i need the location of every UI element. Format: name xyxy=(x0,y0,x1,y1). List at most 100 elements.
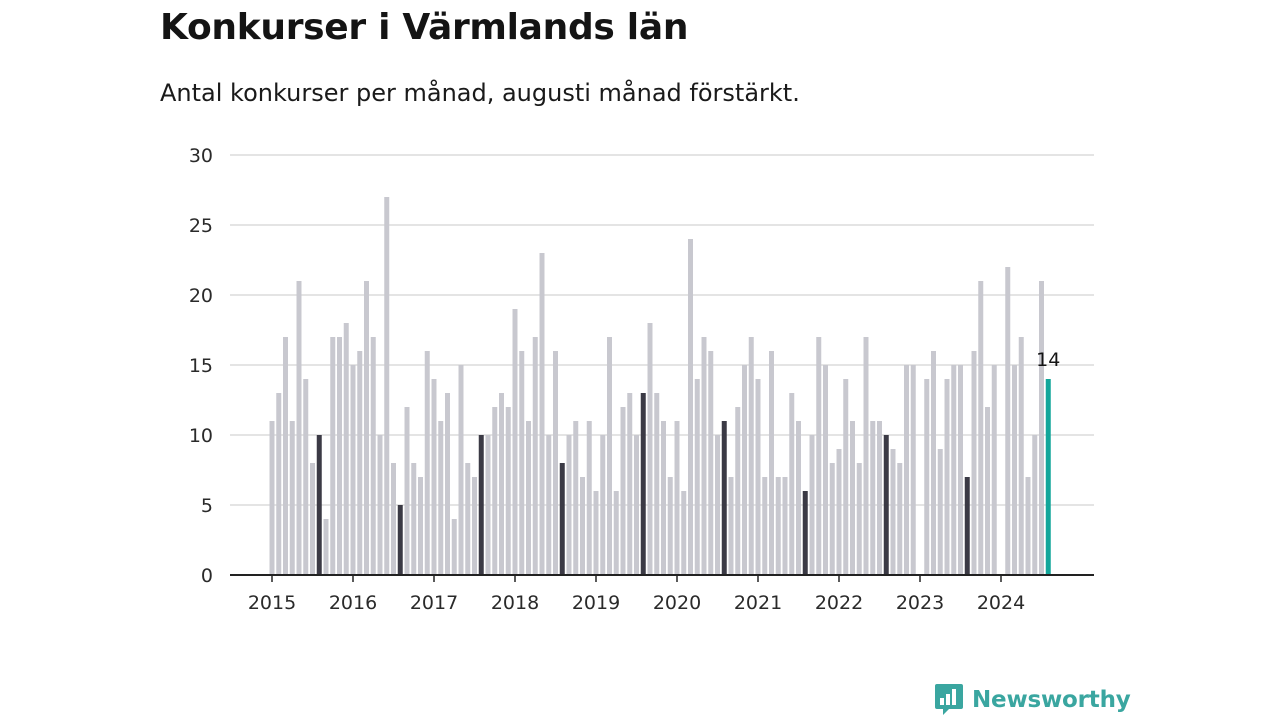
x-tick-label: 2024 xyxy=(977,592,1025,614)
bar xyxy=(985,407,990,575)
bar xyxy=(782,477,788,575)
bar xyxy=(323,519,329,575)
bar xyxy=(526,421,531,575)
bar xyxy=(364,281,369,575)
bar xyxy=(451,519,457,575)
bar xyxy=(735,407,741,575)
bar xyxy=(283,337,288,575)
chart-title: Konkurser i Värmlands län xyxy=(160,7,689,48)
bar xyxy=(958,365,963,575)
bar xyxy=(418,477,423,575)
bar xyxy=(377,435,383,575)
bar xyxy=(640,393,646,575)
bar xyxy=(310,463,315,575)
bar xyxy=(478,435,484,575)
bar xyxy=(566,435,572,575)
bar xyxy=(978,281,984,575)
bar xyxy=(1012,365,1017,575)
bar xyxy=(1018,337,1024,575)
bar xyxy=(931,351,936,575)
bar xyxy=(809,435,815,575)
bar xyxy=(532,337,538,575)
bar xyxy=(742,365,747,575)
bar xyxy=(688,239,693,575)
bar xyxy=(1045,379,1051,575)
bar xyxy=(580,477,585,575)
bar xyxy=(667,477,673,575)
bar-chart: 0 5 10 15 20 25 30 14 2015 2016 2017 2018 2019 2020 20… xyxy=(189,145,1094,614)
bar xyxy=(397,505,403,575)
bar xyxy=(586,421,592,575)
bar xyxy=(789,393,795,575)
bar xyxy=(276,393,282,575)
bar xyxy=(539,253,545,575)
bar xyxy=(1032,435,1038,575)
x-tick-label: 2021 xyxy=(734,592,782,614)
bar xyxy=(877,421,882,575)
bar xyxy=(924,379,930,575)
bar xyxy=(681,491,687,575)
bar xyxy=(904,365,909,575)
bar xyxy=(519,351,525,575)
bar xyxy=(991,365,997,575)
bar xyxy=(445,393,450,575)
bar xyxy=(944,379,950,575)
bar xyxy=(715,435,720,575)
bar xyxy=(600,435,606,575)
bar xyxy=(694,379,700,575)
bar xyxy=(465,463,471,575)
x-tick-label: 2023 xyxy=(896,592,944,614)
bar xyxy=(391,463,396,575)
bar xyxy=(1025,477,1031,575)
bar xyxy=(728,477,734,575)
bar xyxy=(1005,267,1011,575)
bar xyxy=(438,421,444,575)
latest-value-label: 14 xyxy=(1036,349,1060,371)
y-tick-label: 0 xyxy=(201,565,213,587)
bar xyxy=(863,337,869,575)
bar xyxy=(485,435,491,575)
bar xyxy=(708,351,714,575)
bar xyxy=(951,365,957,575)
bar xyxy=(620,407,626,575)
bar xyxy=(964,477,970,575)
bar xyxy=(593,491,599,575)
bar xyxy=(559,463,565,575)
bar xyxy=(370,337,376,575)
bar xyxy=(897,463,903,575)
bar xyxy=(269,421,275,575)
newsworthy-logo-icon xyxy=(935,684,963,715)
y-tick-label: 25 xyxy=(189,215,213,237)
y-tick-label: 10 xyxy=(189,425,213,447)
bar xyxy=(472,477,477,575)
bar xyxy=(499,393,504,575)
bar xyxy=(775,477,781,575)
chart-subtitle: Antal konkurser per månad, augusti månad… xyxy=(160,79,800,107)
bar xyxy=(823,365,828,575)
bar xyxy=(850,421,855,575)
bar xyxy=(721,421,727,575)
bar xyxy=(343,323,349,575)
bar xyxy=(883,435,889,575)
bar xyxy=(870,421,876,575)
x-tick-label: 2018 xyxy=(491,592,539,614)
bar xyxy=(829,463,835,575)
bar xyxy=(836,449,842,575)
bar xyxy=(330,337,336,575)
bar xyxy=(762,477,768,575)
bar xyxy=(856,463,862,575)
bar xyxy=(350,365,356,575)
x-tick-label: 2016 xyxy=(329,592,377,614)
bar xyxy=(701,337,707,575)
bar xyxy=(769,351,774,575)
x-tick-label: 2017 xyxy=(410,592,458,614)
x-tick-label: 2019 xyxy=(572,592,620,614)
brand-name: Newsworthy xyxy=(972,687,1131,713)
bar xyxy=(634,435,639,575)
bar xyxy=(357,351,363,575)
brand-logo: Newsworthy xyxy=(934,683,1131,717)
bar xyxy=(492,407,498,575)
x-tick-label: 2020 xyxy=(653,592,701,614)
bar xyxy=(411,463,417,575)
x-tick-label: 2015 xyxy=(248,592,296,614)
